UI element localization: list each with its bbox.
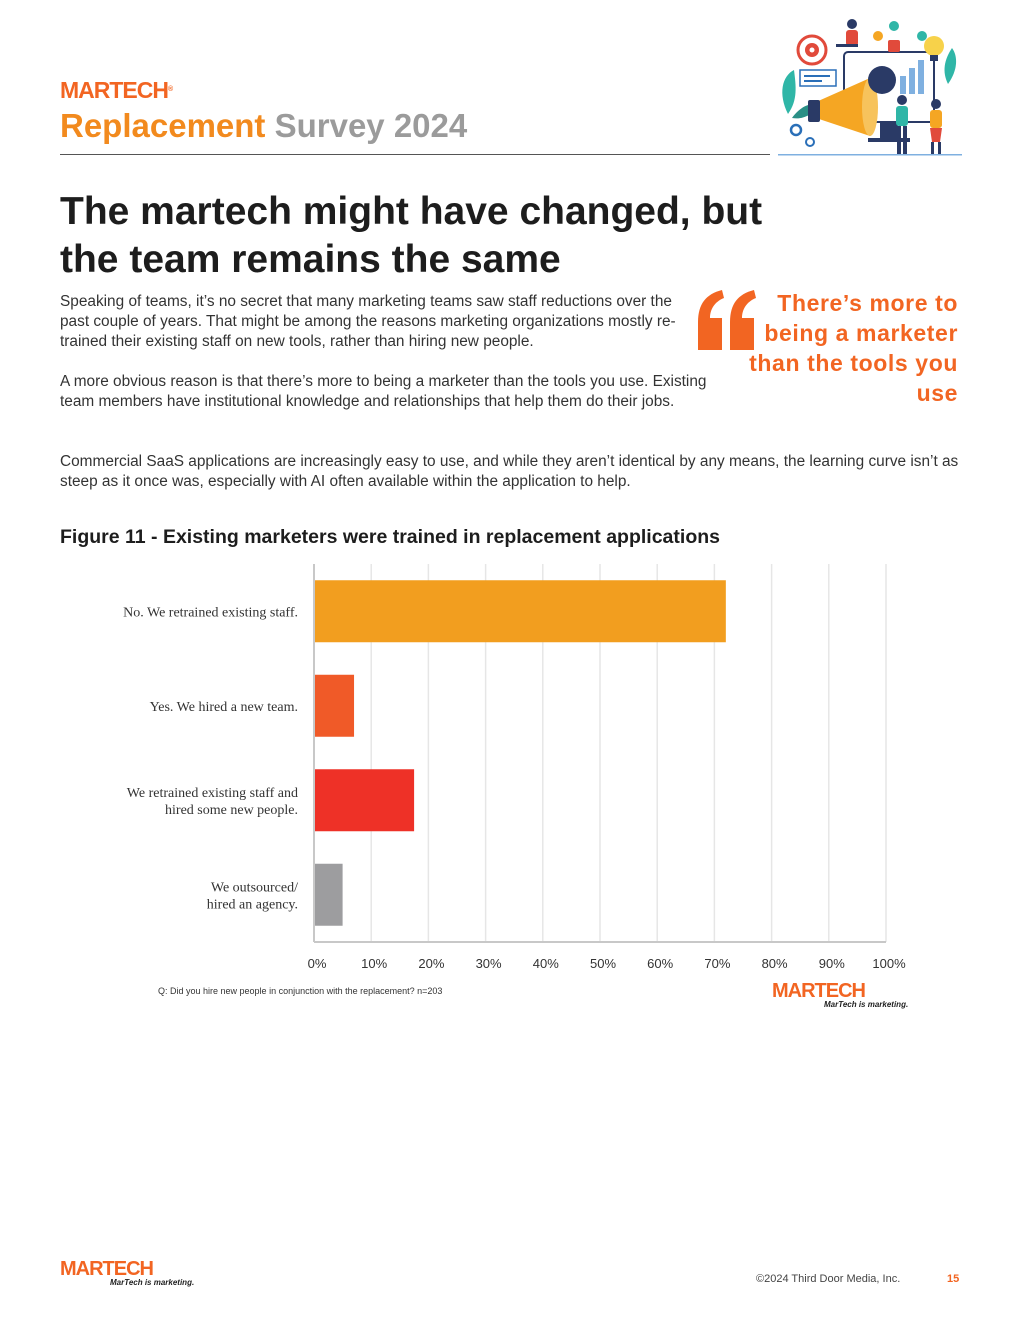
x-tick-label: 10% — [361, 956, 387, 971]
survey-title: Replacement Survey 2024 — [60, 106, 467, 146]
chart-tick-labels: 0% 10% 20% 30% 40% 50% 60% 70% 80% 90% 100% — [308, 956, 906, 971]
bar — [314, 580, 726, 643]
figure-note: Q: Did you hire new people in conjunctio… — [158, 986, 443, 996]
x-tick-label: 60% — [647, 956, 673, 971]
chart-bars — [314, 580, 726, 926]
x-tick-label: 70% — [704, 956, 730, 971]
quote-mark-icon — [698, 290, 756, 350]
bar — [314, 769, 415, 832]
x-tick-label: 50% — [590, 956, 616, 971]
chart-martech-logo: MARTECH — [772, 980, 866, 1002]
x-tick-label: 90% — [819, 956, 845, 971]
body-paragraph-3: Commercial SaaS applications are increas… — [60, 453, 959, 490]
page-title: The martech might have changed, but the … — [60, 190, 763, 281]
x-tick-label: 100% — [872, 956, 906, 971]
category-label: We outsourced/hired an agency. — [207, 880, 298, 912]
chart-tagline: MarTech is marketing. — [824, 1000, 909, 1009]
bar — [314, 674, 355, 737]
copyright-text: ©2024 Third Door Media, Inc. — [756, 1273, 901, 1285]
chart-category-labels: No. We retrained existing staff. Yes. We … — [123, 605, 298, 912]
footer-martech-logo: MARTECH — [60, 1258, 154, 1280]
logo-wordmark: MARTECH — [60, 77, 169, 103]
category-label: We retrained existing staff and hired som… — [127, 786, 298, 818]
bar-chart: No. We retrained existing staff. Yes. We … — [123, 564, 906, 971]
pull-quote: There’s more to being a marketer than th… — [749, 290, 958, 406]
logo-trademark: ® — [168, 86, 174, 93]
header-divider — [60, 154, 770, 155]
bar — [314, 863, 343, 926]
body-paragraph-2: A more obvious reason is that there’s mo… — [60, 373, 707, 410]
x-tick-label: 20% — [418, 956, 444, 971]
marketing-megaphone-illustration — [778, 19, 962, 156]
survey-title-word1: Replacement — [60, 107, 266, 144]
footer-tagline: MarTech is marketing. — [110, 1278, 195, 1287]
body-paragraph-1: Speaking of teams, it’s no secret that m… — [60, 293, 676, 350]
category-label: Yes. We hired a new team. — [150, 700, 298, 715]
page-number: 15 — [947, 1273, 960, 1285]
survey-title-word2: Survey 2024 — [274, 107, 468, 144]
x-tick-label: 30% — [476, 956, 502, 971]
martech-logo: MARTECH® — [60, 78, 173, 102]
x-tick-label: 80% — [762, 956, 788, 971]
x-tick-label: 0% — [308, 956, 327, 971]
figure-title: Figure 11 - Existing marketers were trai… — [60, 526, 720, 548]
x-tick-label: 40% — [533, 956, 559, 971]
category-label: No. We retrained existing staff. — [123, 605, 298, 620]
